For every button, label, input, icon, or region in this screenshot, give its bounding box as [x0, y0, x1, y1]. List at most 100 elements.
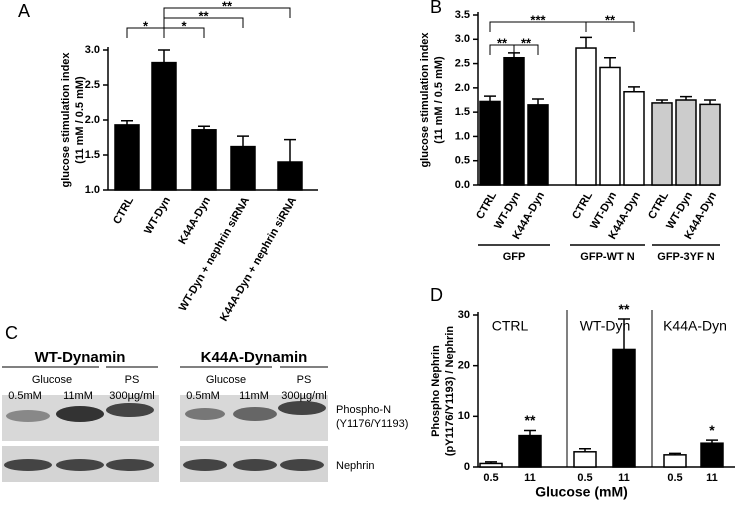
- error-bar: [158, 49, 170, 63]
- blot-images: [2, 366, 328, 482]
- blot-group-label: Glucose: [206, 374, 246, 386]
- x-tick-label: 11: [706, 472, 718, 484]
- x-tick-label: 0.5: [667, 472, 682, 484]
- blot-panel-title: K44A-Dynamin: [201, 349, 308, 366]
- y-axis-label: (11 mM / 0.5 mM): [74, 76, 86, 164]
- row-label: Phospho-N: [336, 404, 391, 416]
- bar: [599, 66, 621, 186]
- group-label: CTRL: [492, 318, 529, 334]
- error-bar: [656, 99, 668, 103]
- group-label: GFP-3YF N: [657, 251, 715, 263]
- error-bar: [198, 125, 210, 130]
- bar: [479, 462, 503, 468]
- bar: [518, 434, 542, 468]
- panel-label: C: [5, 323, 18, 343]
- x-tick-label: CTRL: [474, 190, 499, 222]
- bar: [114, 124, 140, 191]
- lane-label: 11mM: [63, 390, 93, 402]
- error-bar: [237, 135, 249, 147]
- significance-bracket: [163, 17, 244, 28]
- y-tick-label: 3.0: [455, 33, 470, 45]
- bar: [573, 451, 597, 468]
- significance-label: **: [525, 412, 536, 428]
- x-tick-label: 0.5: [577, 472, 592, 484]
- error-bar: [706, 439, 718, 444]
- y-tick-label: 0.5: [455, 155, 470, 167]
- significance-bracket: [585, 21, 635, 32]
- bar: [699, 103, 721, 186]
- y-tick-label: 2.5: [85, 79, 100, 91]
- blot-group-label: PS: [125, 374, 140, 386]
- lane-label: 11mM: [239, 390, 269, 402]
- significance-label: *: [181, 18, 187, 33]
- y-tick-label: 1.5: [85, 149, 100, 161]
- significance-label: **: [198, 8, 209, 23]
- bar: [191, 129, 217, 191]
- lane-label: 300µg/ml: [281, 390, 326, 402]
- y-axis-label: glucose stimulation index: [419, 32, 431, 168]
- error-bar: [579, 448, 591, 452]
- blot-group-label: Glucose: [32, 374, 72, 386]
- bar: [675, 99, 697, 186]
- y-axis-label: glucose stimulation index: [60, 52, 72, 188]
- x-tick-label: WT-Dyn: [142, 195, 173, 237]
- row-label: Nephrin: [336, 460, 375, 472]
- y-tick-label: 0: [464, 461, 470, 473]
- error-bar: [580, 36, 592, 49]
- error-bar: [524, 429, 536, 436]
- panel-label: B: [430, 0, 442, 17]
- significance-label: **: [619, 301, 630, 317]
- significance-label: **: [605, 12, 616, 27]
- row-label: (Y1176/Y1193): [336, 418, 408, 430]
- panel-label: A: [18, 1, 30, 21]
- bar: [612, 348, 636, 468]
- y-tick-label: 20: [458, 360, 470, 372]
- bar: [479, 100, 501, 186]
- significance-label: *: [709, 422, 715, 438]
- bar: [700, 442, 724, 468]
- x-tick-label: 0.5: [483, 472, 498, 484]
- lane-label: 300µg/ml: [109, 390, 154, 402]
- error-bar: [704, 99, 716, 105]
- blot-group-label: PS: [297, 374, 312, 386]
- bar: [151, 61, 177, 191]
- bar: [503, 56, 525, 186]
- group-label: GFP: [503, 251, 526, 263]
- error-bar: [485, 461, 497, 464]
- panel-label: D: [430, 285, 443, 305]
- y-tick-label: 3.5: [455, 9, 470, 21]
- y-tick-label: 1.0: [85, 184, 100, 196]
- bar: [527, 104, 549, 186]
- y-tick-label: 2.0: [455, 82, 470, 94]
- error-bar: [618, 318, 630, 350]
- significance-label: **: [222, 0, 233, 13]
- significance-bracket: [163, 27, 205, 38]
- x-axis-label: Glucose (mM): [535, 484, 628, 500]
- y-tick-label: 2.5: [455, 57, 470, 69]
- bar: [651, 102, 673, 186]
- significance-label: *: [143, 18, 149, 33]
- x-tick-label: CTRL: [646, 190, 671, 222]
- x-tick-label: CTRL: [111, 195, 136, 227]
- y-tick-label: 30: [458, 309, 470, 321]
- error-bar: [604, 56, 616, 68]
- group-label: GFP-WT N: [580, 251, 634, 263]
- significance-label: **: [497, 35, 508, 50]
- lane-label: 0.5mM: [186, 390, 220, 402]
- x-tick-label: 11: [524, 472, 536, 484]
- group-label: WT-Dyn: [580, 318, 631, 334]
- significance-label: **: [521, 35, 532, 50]
- y-axis-label: Phospho Nephrin: [430, 345, 442, 437]
- y-tick-label: 1.0: [455, 130, 470, 142]
- error-bar: [628, 86, 640, 92]
- y-tick-label: 1.5: [455, 106, 470, 118]
- bar: [623, 90, 645, 186]
- error-bar: [669, 452, 681, 455]
- y-tick-label: 0.0: [455, 179, 470, 191]
- lane-label: 0.5mM: [8, 390, 42, 402]
- y-axis-label: (11 mM / 0.5 mM): [433, 56, 445, 144]
- error-bar: [121, 119, 133, 125]
- error-bar: [680, 95, 692, 100]
- group-label: K44A-Dyn: [663, 318, 727, 334]
- significance-bracket: [163, 7, 291, 18]
